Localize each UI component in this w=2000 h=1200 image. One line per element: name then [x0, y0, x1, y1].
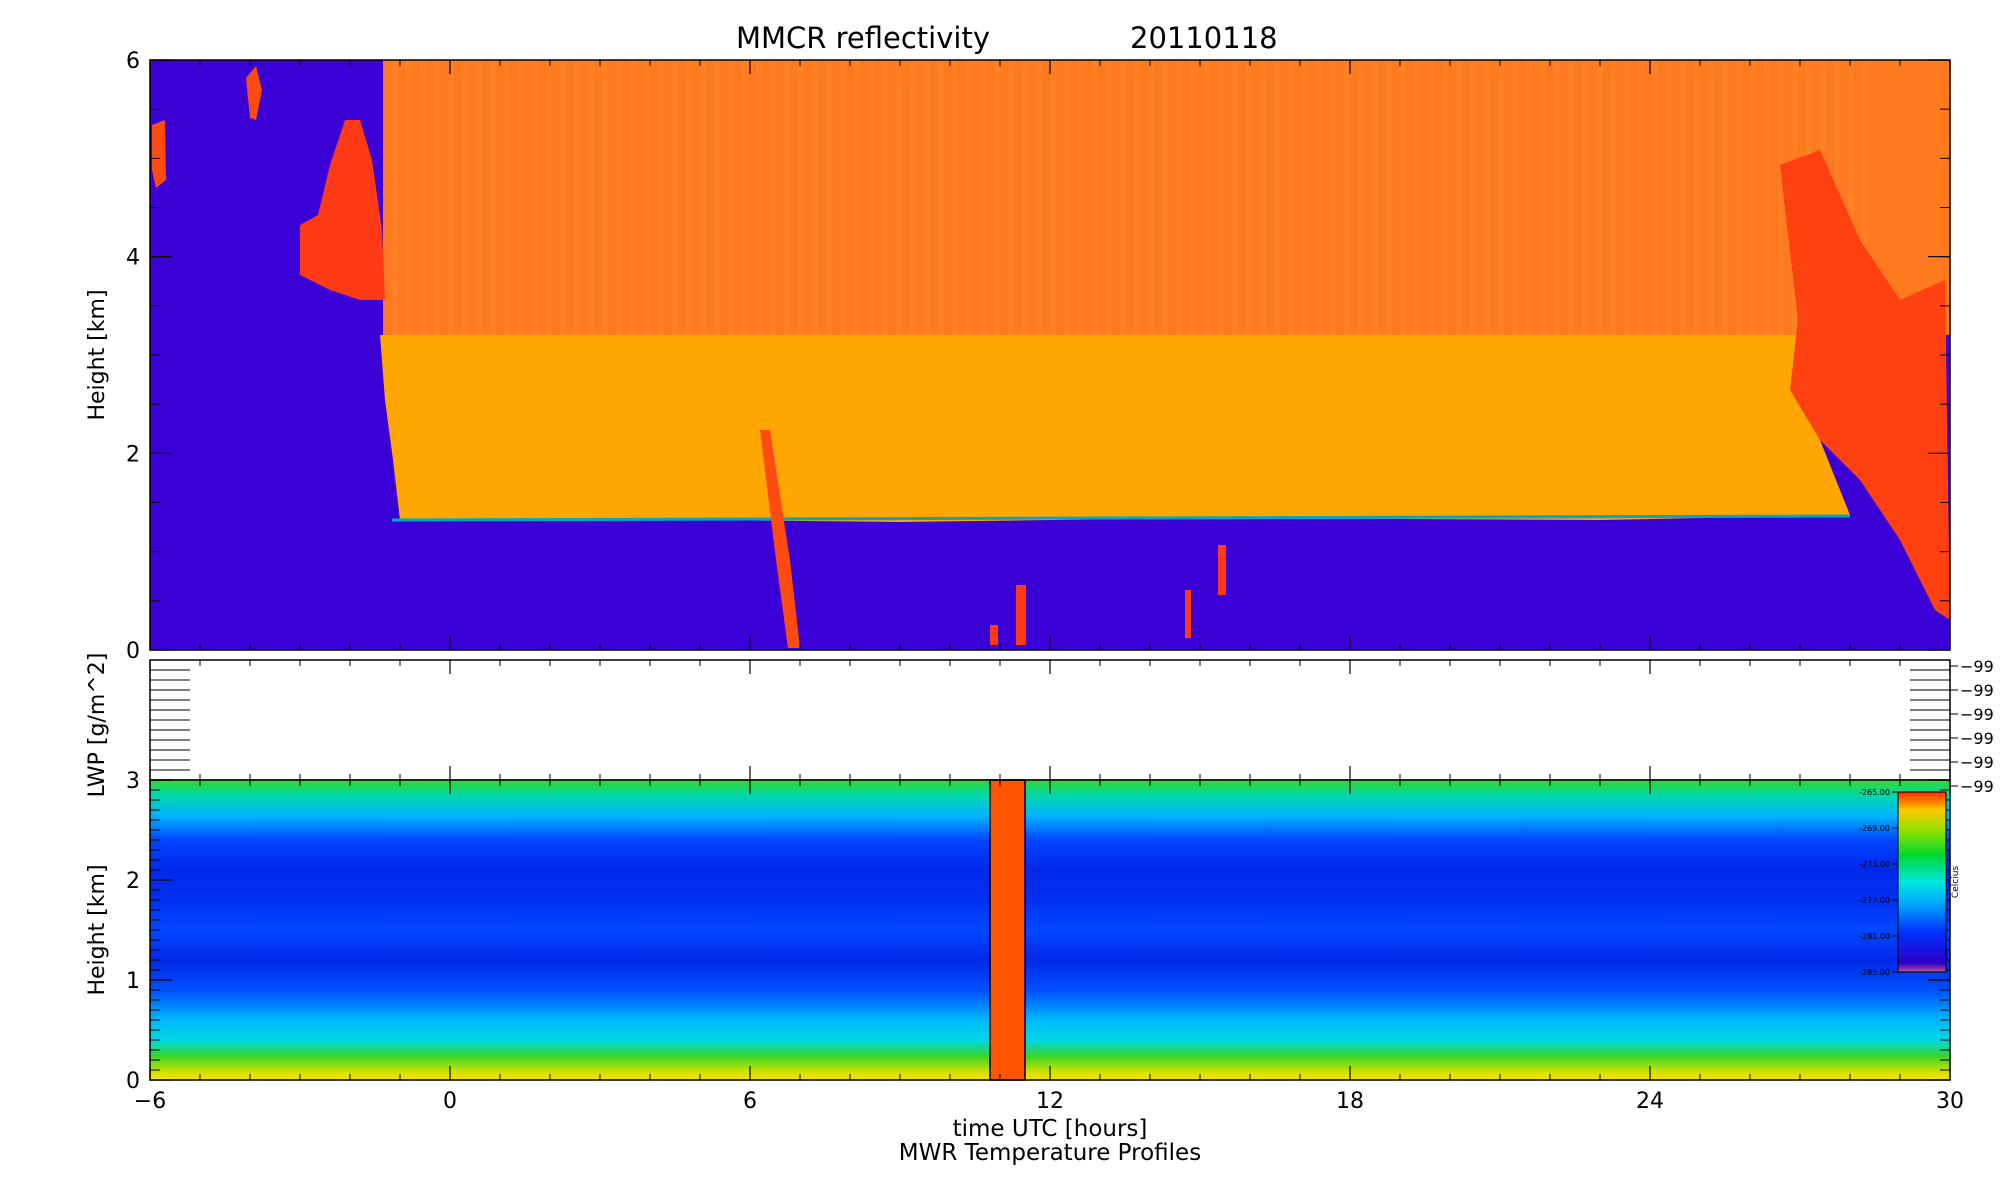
missing-data-band — [989, 779, 1026, 1081]
late-cloud-echo — [1780, 150, 1950, 620]
small-echo — [246, 66, 262, 120]
lwp-right-tick-label: −99 — [1960, 681, 1994, 700]
y-tick-label: 0 — [126, 1069, 140, 1094]
colorbar-tick-label: -265.00 — [1859, 788, 1890, 797]
y-tick-label: 1 — [126, 969, 140, 994]
small-echo — [1016, 585, 1026, 645]
x-axis-label: time UTC [hours] — [953, 1116, 1148, 1142]
y-tick-label: 2 — [126, 869, 140, 894]
colorbar-tick-label: -273.00 — [1859, 860, 1890, 869]
x-tick-label: 24 — [1636, 1089, 1664, 1114]
reflectivity-panel — [149, 59, 1951, 651]
colorbar-scale — [1897, 791, 1947, 973]
lwp-right-tick-labels: −99 −99 −99 −99 −99 −99 — [1950, 657, 1994, 796]
colorbar-tick-labels: -265.00 -269.00 -273.00 -277.00 -281.00 -285.… — [1859, 788, 1898, 977]
temperature-field — [150, 780, 1950, 1080]
lwp-right-tick-label: −99 — [1960, 657, 1994, 676]
x-tick-label: 12 — [1036, 1089, 1064, 1114]
colorbar-tick-label: -285.00 — [1859, 968, 1890, 977]
y-tick-label: 4 — [126, 246, 140, 271]
x-tick-label: 18 — [1336, 1089, 1364, 1114]
small-echo — [1218, 545, 1226, 595]
colorbar-tick-label: -281.00 — [1859, 932, 1890, 941]
reflectivity-y-tick-labels: 0 2 4 6 — [126, 49, 140, 664]
lwp-right-tick-label: −99 — [1960, 729, 1994, 748]
lwp-right-tick-label: −99 — [1960, 705, 1994, 724]
mid-cloud-layer — [380, 335, 1850, 522]
early-cloud-echo — [300, 120, 385, 300]
footer-title: MWR Temperature Profiles — [899, 1140, 1201, 1166]
temperature-y-tick-labels: 0 1 2 3 — [126, 769, 140, 1094]
x-tick-label: 6 — [743, 1089, 757, 1114]
colorbar: -265.00 -269.00 -273.00 -277.00 -281.00 -285.… — [1859, 788, 1961, 977]
small-echo — [152, 120, 166, 188]
small-echo — [990, 625, 998, 645]
lwp-ylabel: LWP [g/m^2] — [85, 653, 110, 798]
reflectivity-ticks — [149, 59, 1951, 651]
x-tick-labels: −6 0 6 12 18 24 30 — [134, 1089, 1964, 1114]
colorbar-tick-label: -277.00 — [1859, 896, 1890, 905]
upper-layer-texture — [390, 60, 1870, 335]
small-echo — [1185, 590, 1191, 638]
chart-title: MMCR reflectivity — [736, 21, 990, 55]
y-tick-label: 3 — [126, 769, 140, 794]
chart-date: 20110118 — [1130, 21, 1278, 55]
colorbar-label: Celcius — [1951, 866, 1961, 898]
x-tick-label: −6 — [134, 1089, 166, 1114]
falling-streak — [760, 430, 800, 648]
temperature-panel: -265.00 -269.00 -273.00 -277.00 -281.00 -285.… — [149, 779, 1961, 1081]
colorbar-tick-label: -269.00 — [1859, 824, 1890, 833]
y-tick-label: 6 — [126, 49, 140, 74]
lwp-right-tick-label: −99 — [1960, 777, 1994, 796]
reflectivity-ylabel: Height [km] — [85, 289, 110, 420]
boundary-fringe — [391, 514, 1851, 522]
y-tick-label: 2 — [126, 442, 140, 467]
lwp-panel — [149, 659, 1951, 781]
lwp-frame — [149, 659, 1951, 781]
y-tick-label: 0 — [126, 639, 140, 664]
temperature-ylabel: Height [km] — [85, 864, 110, 995]
x-tick-label: 30 — [1936, 1089, 1964, 1114]
lwp-right-tick-label: −99 — [1960, 753, 1994, 772]
x-tick-label: 0 — [443, 1089, 457, 1114]
